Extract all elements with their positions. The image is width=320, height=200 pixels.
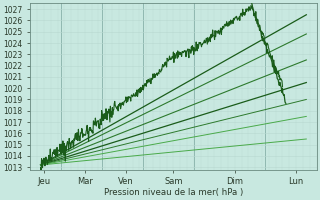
X-axis label: Pression niveau de la mer( hPa ): Pression niveau de la mer( hPa ) xyxy=(104,188,243,197)
